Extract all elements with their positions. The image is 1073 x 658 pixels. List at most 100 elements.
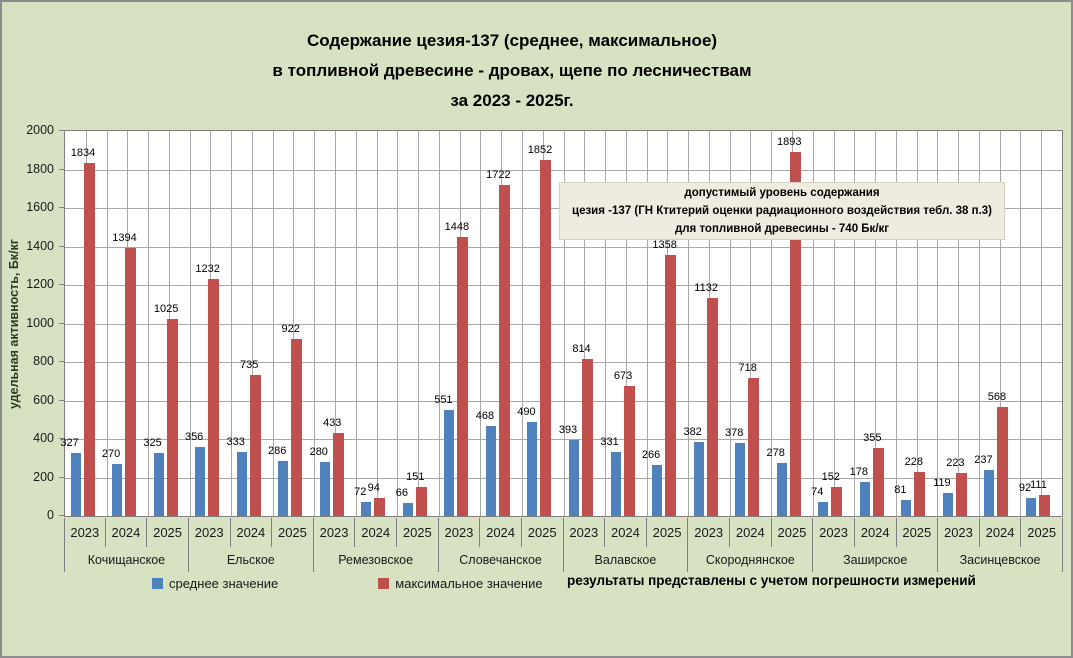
bar-average: [236, 451, 247, 516]
bar-maximum-label: 922: [281, 322, 300, 335]
bar-maximum-label: 1132: [694, 282, 718, 295]
bar-average: [153, 453, 164, 516]
bar-maximum: [208, 278, 220, 516]
bar-average: [278, 460, 289, 516]
bar-maximum-label: 1394: [112, 231, 137, 244]
y-axis-tick: [59, 438, 64, 439]
x-axis-year-label: 2023: [189, 518, 231, 547]
legend-label: максимальное значение: [395, 575, 543, 591]
bar-average-label: 280: [309, 446, 328, 459]
bar-maximum: [332, 432, 344, 516]
bar-average-label: 178: [849, 465, 868, 478]
y-axis-tick: [59, 245, 64, 247]
y-axis-tick: [59, 130, 64, 131]
bar-maximum-label: 228: [904, 456, 924, 469]
bar-maximum: [457, 237, 469, 516]
chart-title: Содержание цезия-137 (среднее, максималь…: [2, 26, 1022, 116]
bar-average-label: 393: [558, 424, 578, 437]
bar-maximum-label: 94: [367, 481, 380, 494]
bar-average-label: 331: [600, 436, 619, 449]
x-axis-year-label: 2023: [564, 518, 606, 547]
y-axis-tick-label: 1000: [26, 315, 54, 330]
bar-maximum: [623, 386, 635, 516]
bar-maximum: [125, 247, 137, 516]
horizontal-gridline: [65, 246, 1062, 248]
bar-average-label: 270: [101, 448, 121, 461]
x-axis-year-label: 2025: [522, 518, 564, 547]
x-axis-year-label: 2024: [980, 518, 1022, 547]
bar-average-label: 92: [1018, 482, 1032, 495]
legend-item: среднее значение: [152, 576, 278, 591]
x-axis-forestry-label: Кочищанское: [64, 547, 189, 572]
bar-average-label: 72: [354, 486, 367, 499]
horizontal-gridline: [65, 169, 1062, 171]
bar-average: [693, 442, 704, 516]
bar-average: [610, 452, 621, 516]
legend-item: максимальное значение: [378, 575, 543, 591]
x-axis-year-labels: 2023 2024 2025 2023 2024 2025 2023 2024 2025 2023…: [64, 518, 1063, 547]
bar-maximum-label: 355: [863, 431, 882, 444]
horizontal-gridline: [65, 323, 1062, 325]
bar-maximum-label: 1834: [70, 146, 96, 159]
y-axis-tick-label: 1400: [26, 238, 54, 253]
bar-average: [112, 464, 123, 516]
note-text: результаты представлены с учетом погрешн…: [567, 573, 976, 588]
bar-average-label: 490: [517, 405, 536, 418]
x-axis-year-label: 2023: [314, 518, 356, 547]
bar-maximum-label: 1025: [153, 302, 179, 315]
bar-average-label: 551: [434, 393, 453, 406]
bar-average-label: 382: [683, 426, 702, 439]
bar-average: [859, 481, 870, 516]
bar-average-label: 333: [226, 435, 245, 448]
x-axis-forestry-label: Заширское: [813, 547, 939, 572]
x-axis-year-label: 2023: [813, 518, 855, 547]
bar-maximum: [374, 497, 386, 516]
legend-swatch-icon: [152, 577, 163, 589]
bar-average-label: 325: [143, 437, 162, 450]
y-axis-tick: [59, 476, 64, 478]
y-axis-tick: [59, 207, 64, 208]
x-axis-forestry-label: Скороднянское: [688, 547, 814, 572]
bar-maximum-label: 152: [821, 470, 840, 483]
x-axis-year-label: 2024: [106, 518, 148, 547]
info-box-line1: допустимый уровень содержания: [684, 187, 880, 199]
chart-title-line2: в топливной древесине - дровах, щепе по …: [272, 61, 752, 80]
x-axis-year-label: 2024: [855, 518, 897, 547]
x-axis-year-label: 2023: [938, 518, 980, 547]
bar-average: [818, 501, 829, 516]
y-axis-tick-label: 800: [33, 354, 54, 368]
x-axis-forestry-label: Ремезовское: [314, 547, 439, 572]
chart-title-line3: за 2023 - 2025г.: [450, 91, 574, 110]
x-axis-year-label: 2025: [397, 518, 439, 547]
x-axis-year-label: 2025: [772, 518, 814, 547]
x-axis-year-label: 2024: [605, 518, 647, 547]
bar-maximum-label: 1722: [486, 168, 511, 181]
bar-average: [70, 453, 81, 516]
bar-maximum-label: 673: [613, 370, 633, 383]
bar-maximum: [831, 486, 843, 516]
horizontal-gridline: [65, 477, 1062, 479]
bar-average: [485, 425, 496, 516]
bar-maximum: [872, 447, 884, 516]
x-axis-year-label: 2025: [647, 518, 689, 547]
bar-maximum: [665, 254, 677, 516]
horizontal-gridline: [65, 400, 1062, 402]
bar-average: [776, 462, 787, 516]
bar-maximum: [748, 377, 760, 516]
legend-label: среднее значение: [169, 575, 279, 591]
bar-average-label: 286: [268, 444, 287, 457]
y-axis-tick: [59, 322, 64, 324]
x-axis-year-label: 2023: [439, 518, 481, 547]
y-axis-tick-label: 1600: [26, 200, 54, 214]
y-axis-tick-label: 200: [33, 469, 54, 484]
x-axis-year-label: 2024: [355, 518, 397, 547]
bar-maximum-label: 1358: [652, 238, 677, 251]
bar-average-label: 66: [395, 487, 408, 500]
bar-maximum: [83, 162, 95, 516]
bar-average: [735, 443, 746, 516]
x-axis-year-label: 2024: [231, 518, 273, 547]
x-axis-year-label: 2025: [897, 518, 939, 547]
bar-average-label: 119: [933, 477, 951, 490]
bar-maximum: [249, 374, 261, 516]
bar-maximum-label: 814: [572, 343, 591, 356]
